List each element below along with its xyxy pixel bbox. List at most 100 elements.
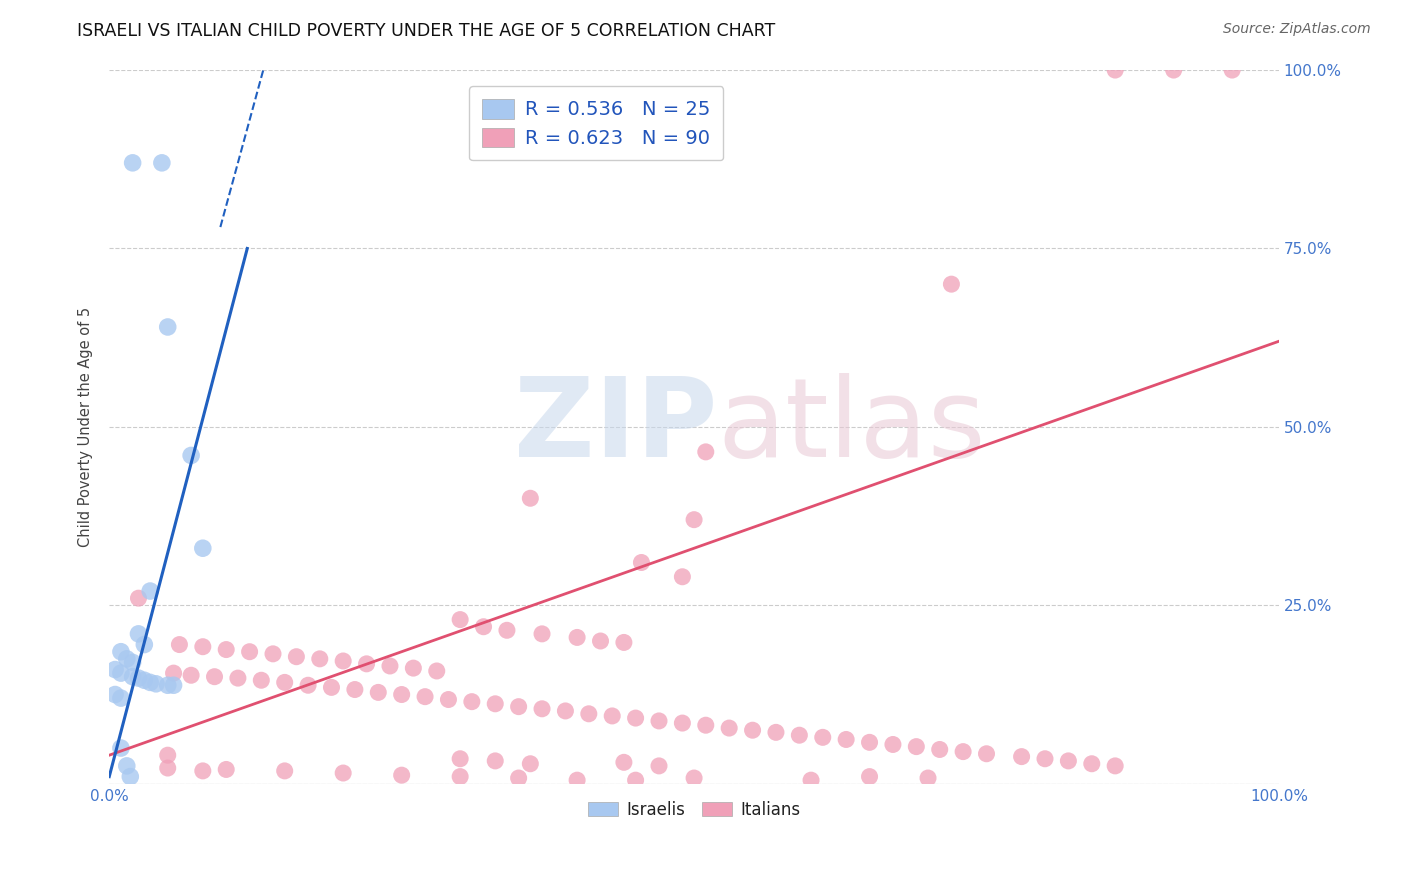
Point [613, 756, 636, 770]
Point [1220, 63, 1243, 78]
Text: ZIP: ZIP [515, 374, 717, 481]
Point [169, 638, 191, 652]
Point [472, 620, 495, 634]
Point [145, 677, 167, 691]
Point [285, 649, 308, 664]
Point [180, 449, 202, 463]
Point [671, 716, 693, 731]
Point [391, 768, 413, 782]
Text: Source: ZipAtlas.com: Source: ZipAtlas.com [1223, 22, 1371, 37]
Point [461, 695, 484, 709]
Legend: Israelis, Italians: Israelis, Italians [581, 794, 807, 825]
Point [496, 624, 519, 638]
Point [273, 764, 295, 778]
Point [695, 445, 717, 459]
Point [332, 766, 354, 780]
Point [800, 773, 823, 788]
Point [321, 681, 343, 695]
Point [449, 613, 471, 627]
Point [110, 645, 132, 659]
Point [508, 771, 530, 785]
Point [104, 688, 127, 702]
Point [648, 759, 671, 773]
Text: atlas: atlas [717, 374, 986, 481]
Point [519, 491, 541, 506]
Point [508, 699, 530, 714]
Point [226, 671, 249, 685]
Point [215, 642, 238, 657]
Point [648, 714, 671, 728]
Point [695, 718, 717, 732]
Point [952, 745, 974, 759]
Point [554, 704, 576, 718]
Point [127, 627, 149, 641]
Point [917, 771, 939, 785]
Point [204, 670, 226, 684]
Point [250, 673, 273, 688]
Point [139, 675, 162, 690]
Point [134, 638, 156, 652]
Point [858, 770, 880, 784]
Point [1104, 759, 1126, 773]
Point [191, 541, 214, 556]
Point [858, 735, 880, 749]
Point [811, 731, 834, 745]
Point [156, 748, 179, 763]
Point [343, 682, 366, 697]
Point [308, 652, 330, 666]
Point [115, 652, 138, 666]
Point [1081, 756, 1104, 771]
Point [531, 702, 554, 716]
Point [624, 773, 647, 788]
Point [741, 723, 763, 738]
Point [121, 656, 143, 670]
Point [191, 764, 214, 778]
Point [413, 690, 436, 704]
Point [150, 156, 173, 170]
Point [882, 738, 904, 752]
Point [356, 657, 378, 671]
Point [120, 770, 142, 784]
Point [426, 664, 449, 678]
Point [215, 763, 238, 777]
Point [624, 711, 647, 725]
Point [789, 728, 811, 742]
Point [905, 739, 928, 754]
Point [928, 742, 950, 756]
Point [484, 754, 506, 768]
Point [104, 663, 127, 677]
Point [332, 654, 354, 668]
Point [449, 752, 471, 766]
Point [565, 631, 588, 645]
Point [484, 697, 506, 711]
Point [134, 673, 156, 688]
Point [1057, 754, 1080, 768]
Point [630, 556, 652, 570]
Point [110, 741, 132, 756]
Point [437, 692, 460, 706]
Point [139, 584, 162, 599]
Point [683, 513, 706, 527]
Point [162, 666, 184, 681]
Point [600, 709, 623, 723]
Y-axis label: Child Poverty Under the Age of 5: Child Poverty Under the Age of 5 [79, 307, 93, 547]
Point [976, 747, 998, 761]
Point [110, 666, 132, 681]
Point [156, 761, 179, 775]
Point [449, 770, 471, 784]
Point [367, 685, 389, 699]
Point [578, 706, 600, 721]
Point [115, 759, 138, 773]
Point [1104, 63, 1126, 78]
Point [121, 670, 143, 684]
Point [1033, 752, 1056, 766]
Point [941, 277, 963, 292]
Point [531, 627, 554, 641]
Point [565, 773, 588, 788]
Point [519, 756, 541, 771]
Point [1163, 63, 1185, 78]
Point [110, 691, 132, 706]
Point [1011, 749, 1033, 764]
Point [297, 678, 319, 692]
Point [127, 671, 149, 685]
